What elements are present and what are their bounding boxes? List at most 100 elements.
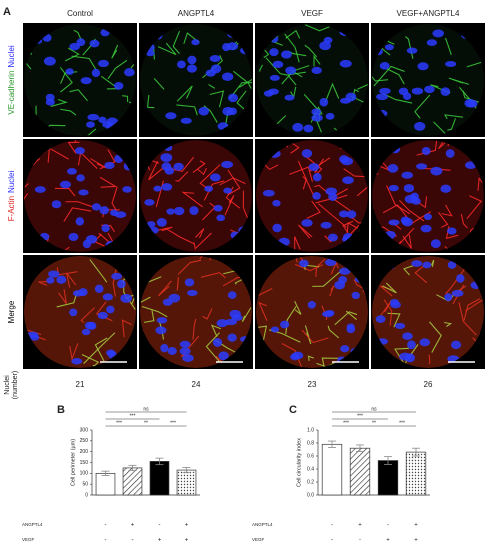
fiber	[357, 66, 368, 90]
nucleus	[404, 353, 416, 363]
micrograph	[255, 23, 369, 137]
fiber	[281, 342, 303, 368]
fiber	[59, 67, 73, 93]
fiber	[387, 68, 405, 85]
fiber	[65, 201, 93, 208]
fiber	[66, 128, 97, 136]
nucleus	[388, 219, 400, 226]
nucleus	[284, 94, 295, 101]
fiber	[58, 289, 67, 305]
fiber	[203, 180, 225, 201]
column-label: VEGF	[301, 9, 323, 18]
fiber	[306, 200, 321, 219]
nucleus	[173, 206, 185, 216]
fiber	[444, 37, 452, 56]
fiber	[95, 301, 113, 322]
nucleus	[101, 224, 110, 233]
nucleus	[160, 153, 173, 163]
micrograph	[23, 139, 137, 253]
bar	[377, 460, 399, 496]
nucleus	[56, 275, 67, 284]
fiber	[324, 82, 340, 103]
fiber	[458, 302, 477, 336]
fiber	[402, 344, 419, 368]
nucleus	[102, 293, 113, 301]
nucleus	[422, 261, 432, 269]
y-tick-label: 100	[80, 471, 89, 477]
fiber	[177, 259, 202, 275]
fiber	[148, 160, 164, 181]
fiber	[122, 95, 129, 103]
fiber	[24, 187, 29, 204]
nucleus	[299, 259, 309, 268]
nucleus	[285, 66, 297, 75]
row-label: F-Actin Nuclei	[7, 170, 16, 221]
nucleus	[122, 186, 132, 193]
fiber	[130, 53, 136, 69]
nucleus	[375, 315, 386, 323]
condition-sign: -	[105, 523, 107, 529]
nucleus	[281, 50, 292, 59]
fiber	[229, 82, 252, 99]
nucleus	[379, 87, 391, 95]
nucleus	[340, 345, 350, 353]
condition-sign: -	[331, 523, 333, 529]
nucleus	[186, 64, 198, 73]
fiber	[193, 232, 212, 250]
nucleus	[430, 239, 441, 249]
nuclei-label: (number)	[12, 371, 19, 399]
nucleus	[440, 184, 452, 193]
nucleus	[205, 69, 216, 77]
fiber	[304, 24, 334, 32]
nucleus	[411, 197, 421, 205]
nucleus	[213, 204, 223, 212]
nucleus	[311, 114, 323, 122]
nucleus	[216, 214, 226, 222]
fiber	[414, 94, 431, 119]
fiber	[342, 220, 354, 233]
fiber	[67, 141, 80, 154]
nucleus	[98, 116, 107, 124]
fiber	[140, 296, 151, 311]
condition-sign: -	[159, 523, 161, 529]
fiber	[83, 332, 116, 364]
nucleus	[394, 322, 406, 330]
fiber	[441, 204, 453, 217]
fiber	[285, 29, 301, 39]
nucleus	[292, 351, 304, 360]
fiber	[383, 299, 393, 326]
fiber	[445, 266, 467, 295]
nucleus	[69, 308, 78, 317]
fiber	[241, 307, 252, 323]
micrograph	[371, 23, 485, 137]
fiber	[298, 224, 313, 239]
fiber	[399, 200, 425, 222]
significance-label: ***	[399, 420, 405, 426]
nucleus	[76, 38, 86, 47]
fiber	[402, 234, 412, 249]
nucleus	[48, 270, 60, 278]
fiber	[297, 160, 308, 181]
nucleus	[46, 277, 55, 284]
row-label-part: Merge	[7, 300, 16, 323]
nucleus	[97, 311, 108, 320]
nucleus	[320, 221, 332, 229]
nucleus	[51, 200, 62, 209]
fiber	[158, 226, 173, 232]
fiber	[460, 214, 468, 229]
nucleus	[177, 60, 186, 69]
nucleus	[179, 347, 191, 356]
panel-label: B	[57, 404, 65, 416]
fiber	[327, 325, 340, 339]
fiber	[194, 228, 205, 239]
nucleus	[82, 239, 92, 249]
significance-label: ns	[143, 406, 149, 412]
column-label: Control	[67, 9, 93, 18]
well	[372, 140, 484, 252]
y-tick-label: 0	[85, 492, 88, 498]
fiber	[286, 71, 306, 86]
condition-sign: +	[158, 538, 162, 544]
nucleus	[401, 171, 413, 179]
nucleus	[65, 68, 74, 75]
nucleus	[173, 162, 184, 171]
